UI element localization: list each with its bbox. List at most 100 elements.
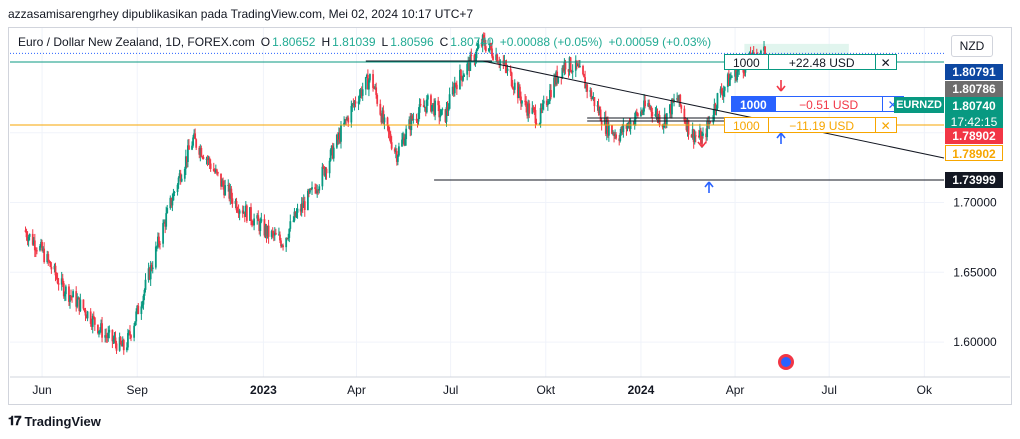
candle-body (122, 339, 125, 351)
candle-body (735, 67, 737, 81)
candle-body (394, 151, 397, 153)
candle-body (43, 248, 46, 263)
candle-body (279, 234, 281, 241)
candle-body (311, 187, 313, 190)
candle-body (462, 76, 464, 81)
candle-body (764, 46, 766, 58)
close-icon[interactable]: ✕ (887, 98, 898, 112)
candle-body (586, 84, 589, 92)
candle-body (104, 335, 107, 338)
economic-event-icon-inner (781, 357, 791, 367)
candle-body (128, 331, 130, 334)
candle-body (390, 142, 393, 149)
candle-body (569, 57, 572, 72)
candle-body (693, 135, 696, 143)
candle-body (164, 222, 167, 227)
candle-body (136, 305, 139, 312)
candle-body (137, 305, 140, 315)
chart-frame (8, 27, 1012, 405)
chart-legend: Euro / Dollar New Zealand, 1D, FOREX.com… (18, 35, 717, 49)
candle-body (614, 134, 616, 137)
legend-low-label: L (381, 35, 389, 49)
candle-body (683, 108, 686, 121)
candle-body (343, 122, 345, 126)
candle-body (34, 250, 37, 252)
candle-body (712, 115, 715, 123)
candle-body (49, 261, 52, 267)
candle-body (692, 129, 695, 143)
currency-button[interactable]: NZD (951, 35, 993, 57)
take-profit-box[interactable]: 1000 +22.48 USD ✕ (724, 54, 897, 70)
candle-body (93, 317, 96, 325)
candle-body (596, 105, 599, 107)
candle-body (418, 104, 421, 113)
candle-body (125, 347, 128, 351)
candle-body (212, 168, 215, 172)
candle-body (604, 117, 607, 134)
candle-body (206, 158, 209, 160)
candle-body (477, 44, 480, 48)
candle-body (63, 294, 66, 297)
candle-body (585, 84, 588, 89)
candle-body (524, 100, 526, 102)
candle-body (133, 325, 136, 338)
candle-body (135, 311, 138, 322)
candle-body (68, 286, 70, 302)
candle-body (329, 149, 332, 161)
candle-body (39, 246, 41, 251)
candle-body (192, 137, 194, 146)
candle-body (387, 125, 390, 133)
candle-body (345, 119, 348, 121)
candle-body (574, 60, 577, 71)
candle-body (374, 87, 377, 89)
candle-body (476, 47, 479, 51)
take-profit-qty: 1000 (725, 55, 769, 70)
candle-body (491, 48, 493, 57)
legend-high: 1.81039 (332, 35, 376, 49)
candle-body (325, 168, 328, 174)
candle-body (460, 70, 462, 77)
candle-body (292, 220, 295, 222)
candle-body (252, 223, 254, 226)
candle-body (230, 188, 233, 199)
candle-body (228, 184, 231, 199)
candle-body (432, 103, 434, 106)
candle-body (114, 337, 117, 344)
stop-loss-box[interactable]: 1000 −11.19 USD ✕ (724, 117, 897, 133)
x-tick-label: Apr (347, 383, 366, 397)
symbol-tag: EURNZD (894, 97, 944, 113)
candle-body (618, 138, 621, 141)
candle-body (188, 145, 190, 150)
candle-body (694, 135, 697, 137)
price-tag-last: 1.80740 17:42:15 (945, 97, 1003, 131)
candle-body (651, 112, 654, 116)
candle-body (567, 69, 570, 72)
candle-body (577, 64, 580, 68)
candle-body (359, 89, 362, 95)
candle-body (350, 105, 353, 123)
candle-body (734, 67, 736, 77)
candle-body (632, 121, 635, 125)
candle-body (527, 103, 530, 116)
candle-body (176, 184, 179, 192)
candle-body (661, 124, 664, 128)
candle-body (295, 212, 298, 217)
candle-body (541, 103, 544, 110)
open-position-box[interactable]: 1000 −0.51 USD ✕ (731, 96, 904, 112)
close-icon[interactable]: ✕ (880, 56, 891, 70)
candle-body (236, 210, 239, 212)
candle-body (127, 333, 129, 348)
candle-body (142, 295, 145, 305)
candle-body (46, 254, 49, 263)
candle-body (77, 297, 80, 300)
candle-body (424, 106, 427, 113)
candle-body (250, 207, 252, 222)
candle-body (273, 232, 276, 236)
candle-body (446, 107, 449, 111)
candle-body (525, 101, 528, 107)
candle-body (202, 157, 205, 159)
tradingview-logo[interactable]: 𝟏𝟕 TradingView (8, 413, 101, 429)
candle-body (315, 189, 318, 194)
candle-body (119, 337, 122, 344)
close-icon[interactable]: ✕ (880, 119, 891, 133)
